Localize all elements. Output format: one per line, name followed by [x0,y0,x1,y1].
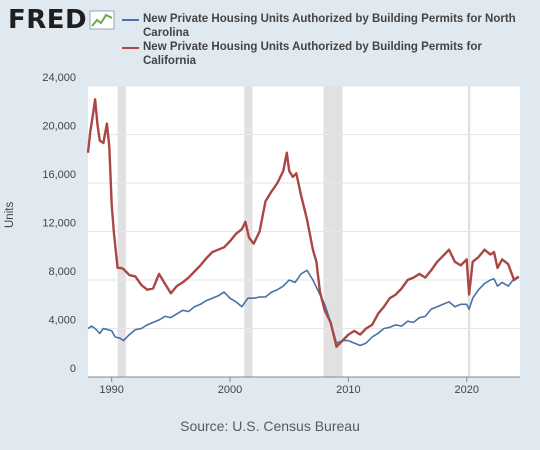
x-tick-label-3: 2020 [454,384,478,396]
legend-label-nc: New Private Housing Units Authorized by … [143,13,516,39]
x-tick-label-0: 1990 [99,384,123,396]
y-tick-label-0: 0 [70,363,76,375]
legend-item-ca[interactable]: New Private Housing Units Authorized by … [122,41,527,68]
fred-trend-icon [89,10,115,30]
source-note: Source: U.S. Census Bureau [180,418,360,434]
x-tick-label-1: 2000 [218,384,242,396]
fred-logo[interactable]: FRED [8,7,115,33]
chart-legend: New Private Housing Units Authorized by … [122,13,527,69]
y-tick-label-5: 20,000 [42,121,76,133]
y-tick-label-1: 4,000 [48,315,76,327]
y-tick-label-4: 16,000 [42,169,76,181]
y-tick-label-3: 12,000 [42,218,76,230]
legend-item-nc[interactable]: New Private Housing Units Authorized by … [122,13,527,40]
legend-swatch-nc [122,19,139,21]
y-tick-label-2: 8,000 [48,266,76,278]
legend-swatch-ca [122,47,139,49]
x-tick-label-2: 2010 [336,384,360,396]
y-tick-label-6: 24,000 [42,72,76,84]
fred-logo-text: FRED [8,5,88,35]
legend-label-ca: New Private Housing Units Authorized by … [143,41,482,67]
series-line-nc [87,269,519,347]
series-line-ca [86,98,520,348]
